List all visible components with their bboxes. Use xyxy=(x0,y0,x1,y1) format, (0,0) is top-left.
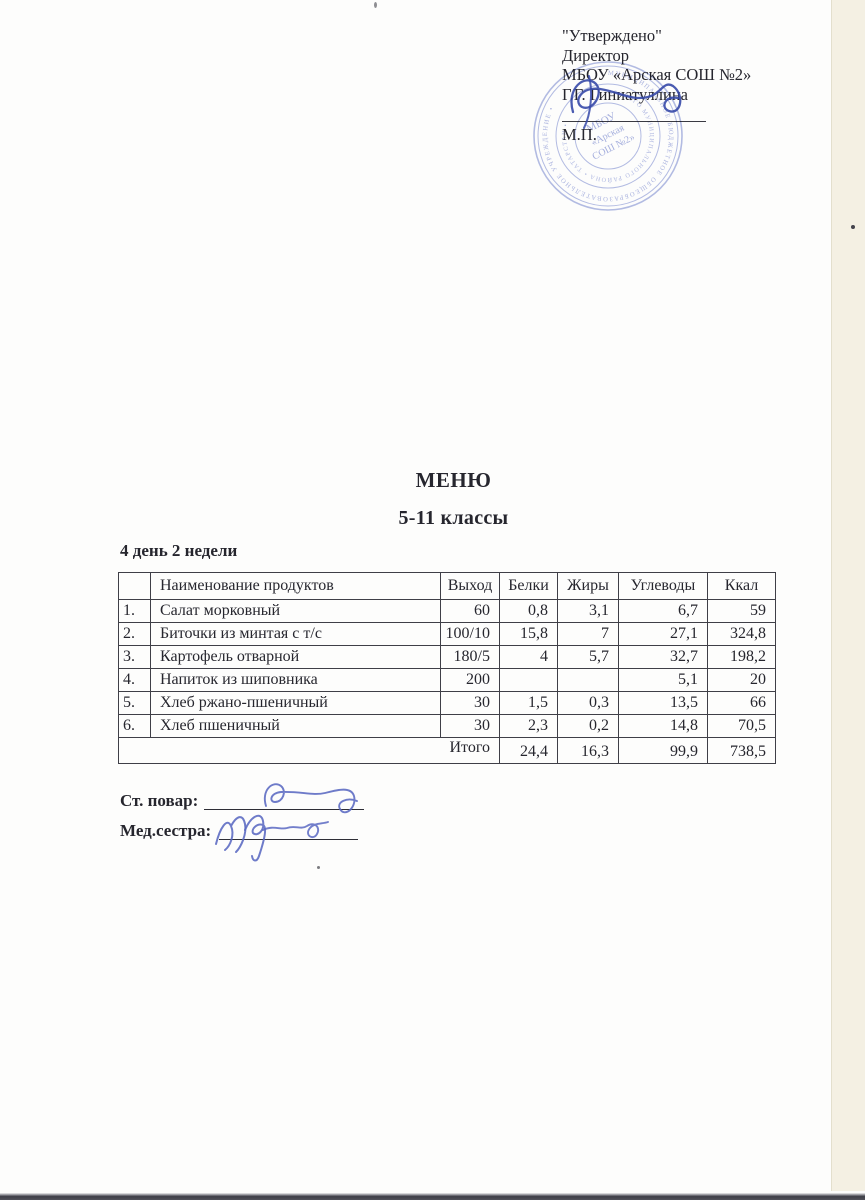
dish-fat: 0,3 xyxy=(557,691,619,715)
scan-bottom-line xyxy=(0,1191,865,1200)
dish-fat: 7 xyxy=(557,622,619,646)
dish-out: 200 xyxy=(440,668,500,692)
col-header-kcal: Ккал xyxy=(707,572,776,600)
dish-carbs: 32,7 xyxy=(618,645,708,669)
total-protein: 24,4 xyxy=(499,737,558,764)
page-title: МЕНЮ xyxy=(415,468,492,492)
dish-name: Напиток из шиповника xyxy=(150,668,441,692)
dish-fat xyxy=(557,668,619,692)
row-number: 6. xyxy=(118,714,151,738)
dish-protein xyxy=(499,668,558,692)
dish-carbs: 14,8 xyxy=(618,714,708,738)
dish-carbs: 6,7 xyxy=(618,599,708,623)
chef-signature-line xyxy=(204,795,364,810)
dish-fat: 5,7 xyxy=(557,645,619,669)
chef-signature xyxy=(263,783,358,814)
row-number: 2. xyxy=(118,622,151,646)
nurse-label: Мед.сестра: xyxy=(120,821,212,840)
chef-label: Ст. повар: xyxy=(120,791,199,810)
dish-protein: 1,5 xyxy=(499,691,558,715)
dish-carbs: 5,1 xyxy=(618,668,708,692)
scan-speck xyxy=(374,2,377,8)
dish-kcal: 70,5 xyxy=(707,714,776,738)
col-header-fat: Жиры xyxy=(557,572,619,600)
dish-kcal: 198,2 xyxy=(707,645,776,669)
row-number: 1. xyxy=(118,599,151,623)
scan-speck xyxy=(851,225,855,229)
total-carbs: 99,9 xyxy=(618,737,708,764)
dish-out: 100/10 xyxy=(440,622,500,646)
dish-carbs: 27,1 xyxy=(618,622,708,646)
dish-out: 180/5 xyxy=(440,645,500,669)
table-total-row: Итого 24,4 16,3 99,9 738,5 xyxy=(118,737,776,764)
menu-table-header-row: Наименование продуктов Выход Белки Жиры … xyxy=(118,572,776,600)
dish-name: Хлеб пшеничный xyxy=(150,714,441,738)
dish-fat: 3,1 xyxy=(557,599,619,623)
page-subtitle: 5-11 классы xyxy=(398,507,509,529)
row-number: 3. xyxy=(118,645,151,669)
col-header-protein: Белки xyxy=(499,572,558,600)
total-label: Итого xyxy=(118,737,500,764)
dish-name: Салат морковный xyxy=(150,599,441,623)
col-header-name: Наименование продуктов xyxy=(150,572,441,600)
nurse-signature xyxy=(215,814,329,862)
dish-out: 30 xyxy=(440,691,500,715)
approved-label: "Утверждено" xyxy=(562,26,662,45)
dish-kcal: 59 xyxy=(707,599,776,623)
day-week-label: 4 день 2 недели xyxy=(120,541,238,560)
table-row: 5. Хлеб ржано-пшеничный 30 1,5 0,3 13,5 … xyxy=(118,691,776,715)
dish-kcal: 324,8 xyxy=(707,622,776,646)
scan-edge-strip xyxy=(831,0,865,1200)
table-row: 1. Салат морковный 60 0,8 3,1 6,7 59 xyxy=(118,599,776,623)
table-row: 2. Биточки из минтая с т/с 100/10 15,8 7… xyxy=(118,622,776,646)
dish-kcal: 20 xyxy=(707,668,776,692)
row-number: 5. xyxy=(118,691,151,715)
dish-protein: 2,3 xyxy=(499,714,558,738)
col-header-carbs: Углеводы xyxy=(618,572,708,600)
dish-protein: 4 xyxy=(499,645,558,669)
scan-speck xyxy=(317,866,320,869)
dish-protein: 15,8 xyxy=(499,622,558,646)
dish-carbs: 13,5 xyxy=(618,691,708,715)
dish-name: Биточки из минтая с т/с xyxy=(150,622,441,646)
menu-table: Наименование продуктов Выход Белки Жиры … xyxy=(118,572,776,764)
col-header-number xyxy=(118,572,151,600)
dish-out: 30 xyxy=(440,714,500,738)
col-header-out: Выход xyxy=(440,572,500,600)
table-row: 4. Напиток из шиповника 200 5,1 20 xyxy=(118,668,776,692)
dish-out: 60 xyxy=(440,599,500,623)
row-number: 4. xyxy=(118,668,151,692)
nurse-signature-line xyxy=(219,825,358,840)
dish-name: Картофель отварной xyxy=(150,645,441,669)
table-row: 6. Хлеб пшеничный 30 2,3 0,2 14,8 70,5 xyxy=(118,714,776,738)
dish-name: Хлеб ржано-пшеничный xyxy=(150,691,441,715)
total-kcal: 738,5 xyxy=(707,737,776,764)
table-row: 3. Картофель отварной 180/5 4 5,7 32,7 1… xyxy=(118,645,776,669)
dish-protein: 0,8 xyxy=(499,599,558,623)
director-signature xyxy=(570,75,682,129)
dish-kcal: 66 xyxy=(707,691,776,715)
dish-fat: 0,2 xyxy=(557,714,619,738)
director-role: Директор xyxy=(562,45,629,65)
total-fat: 16,3 xyxy=(557,737,619,764)
